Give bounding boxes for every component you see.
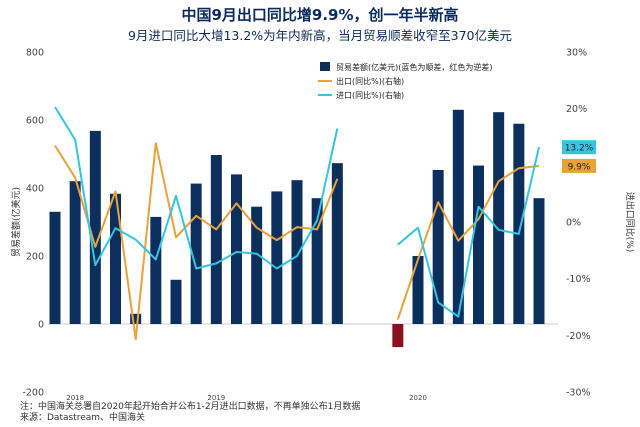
trade-balance-bar xyxy=(513,123,525,325)
trade-balance-bar xyxy=(130,313,142,324)
year-tick-label: 2018 xyxy=(66,394,84,402)
footnote-source: 来源：Datastream、中国海关 xyxy=(20,413,146,423)
export-yoy-line xyxy=(54,142,339,341)
export-callout-box xyxy=(562,158,596,173)
trade-balance-bar xyxy=(331,163,343,324)
trade-balance-bar xyxy=(89,130,101,324)
import-yoy-line xyxy=(397,146,540,318)
right-tick-label: 30% xyxy=(566,48,587,59)
trade-balance-bar xyxy=(412,256,424,324)
trade-balance-bar xyxy=(49,211,61,324)
left-tick-label: 0 xyxy=(38,320,44,331)
import-callout-box xyxy=(562,140,596,155)
left-tick-label: 600 xyxy=(26,116,44,127)
trade-balance-bar xyxy=(392,324,404,348)
import-yoy-line xyxy=(54,106,339,270)
export-callout-label: 9.9% xyxy=(568,162,591,172)
right-axis-label: 进出口同比(%) xyxy=(624,192,636,253)
right-tick-label: 0% xyxy=(566,218,581,229)
left-axis-label: 贸易差额(亿美元) xyxy=(10,187,22,257)
value-callouts: 13.2% 9.9% xyxy=(562,140,596,173)
right-tick-label: -10% xyxy=(566,274,591,285)
trade-balance-bar xyxy=(251,206,263,324)
legend-import-label: 进口(同比%)(右轴) xyxy=(336,90,404,100)
trade-balance-bar xyxy=(231,174,242,324)
import-callout-label: 13.2% xyxy=(565,144,594,154)
footnote: 注：中国海关总署自2020年起开始合并公布1-2月进出口数据，不再单独公布1月数… xyxy=(20,402,360,424)
trade-balance-bar xyxy=(291,180,303,324)
trade-balance-bar xyxy=(210,155,222,324)
trade-balance-bar xyxy=(190,183,202,324)
left-tick-label: 200 xyxy=(26,252,44,263)
trade-balance-bar xyxy=(432,169,444,324)
trade-balance-bar xyxy=(170,279,182,324)
legend-bar-swatch xyxy=(320,62,330,71)
chart-title: 中国9月出口同比增9.9%，创一年半新高 xyxy=(181,6,459,24)
export-yoy-line xyxy=(396,164,540,320)
right-tick-label: 20% xyxy=(566,104,587,115)
chart-subtitle: 9月进口同比大增13.2%为年内新高，当月贸易顺差收窄至370亿美元 xyxy=(127,28,513,43)
chart-legend: 贸易差额(亿美元)(蓝色为顺差，红色为逆差) 出口(同比%)(右轴) 进口(同比%)… xyxy=(318,62,492,100)
year-tick-label: 2020 xyxy=(409,394,427,402)
legend-export-label: 出口(同比%)(右轴) xyxy=(336,76,404,86)
year-tick-label: 2019 xyxy=(207,394,225,402)
left-tick-label: 800 xyxy=(26,48,44,59)
line-series xyxy=(54,106,540,341)
right-tick-label: -20% xyxy=(566,331,591,342)
trade-balance-bar xyxy=(150,216,162,324)
trade-balance-bar xyxy=(452,109,464,324)
footnote-note: 注：中国海关总署自2020年起开始合并公布1-2月进出口数据，不再单独公布1月数… xyxy=(20,402,361,412)
trade-balance-bar xyxy=(271,191,283,324)
right-tick-label: -30% xyxy=(566,388,591,399)
trade-balance-bar xyxy=(493,112,505,325)
trade-balance-bar xyxy=(473,165,484,324)
trade-balance-bar xyxy=(110,193,121,324)
trade-balance-bar xyxy=(311,198,323,324)
trade-balance-bar xyxy=(69,181,81,324)
bar-series xyxy=(49,109,545,348)
legend-bar-label: 贸易差额(亿美元)(蓝色为顺差，红色为逆差) xyxy=(336,62,492,72)
trade-balance-bar xyxy=(533,198,545,324)
left-tick-label: -200 xyxy=(22,388,44,399)
left-tick-label: 400 xyxy=(26,184,44,195)
